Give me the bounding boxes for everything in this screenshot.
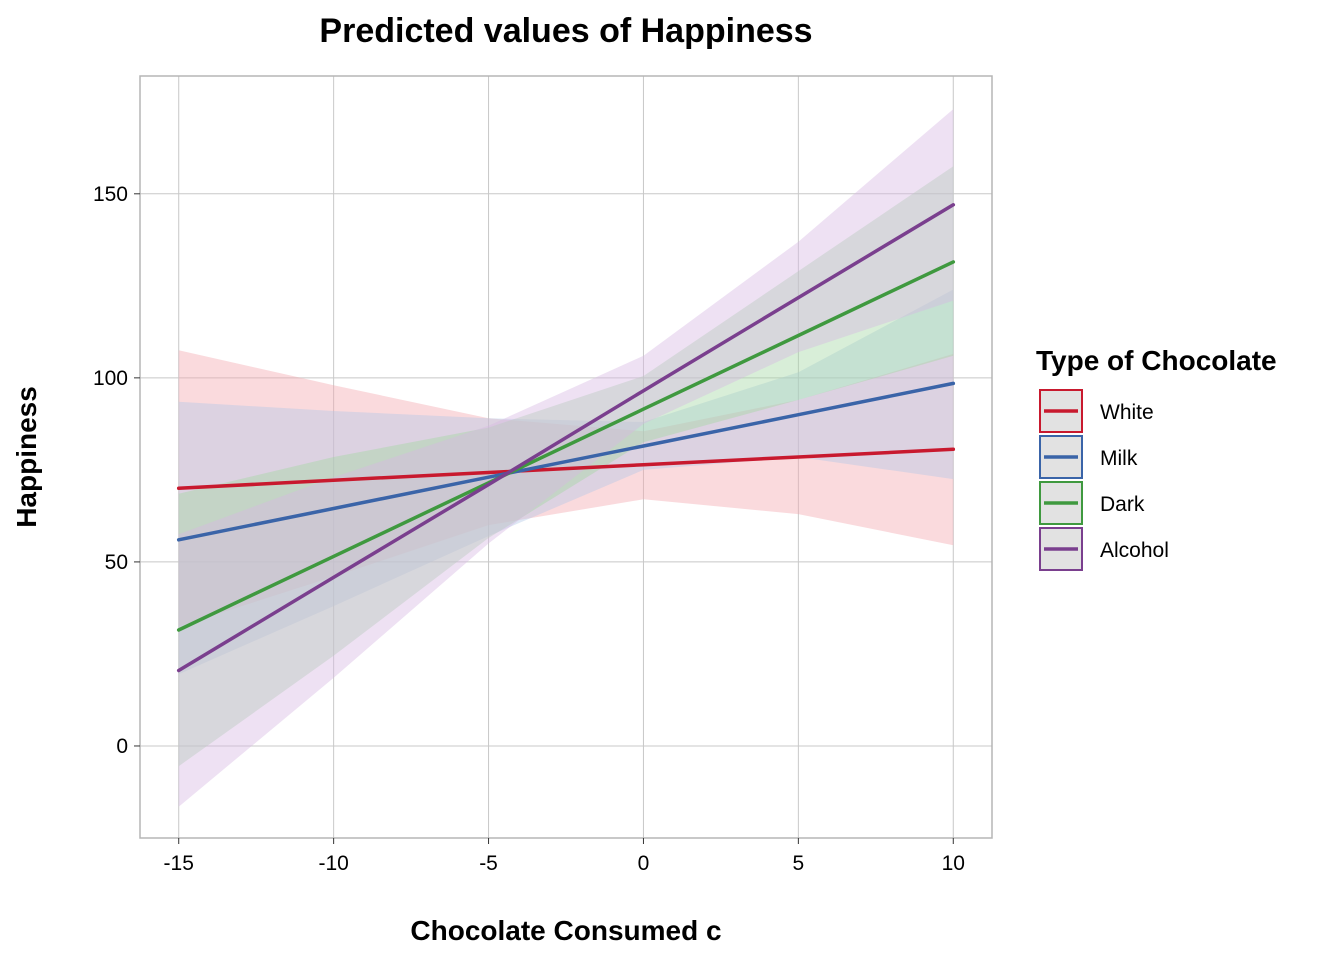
legend-key-dark [1039,481,1083,525]
legend: Type of Chocolate White Milk Dark Alcohol [1036,345,1277,571]
y-tick-label-3: 150 [93,183,128,206]
legend-label-dark: Dark [1100,493,1145,516]
y-tick-label-1: 50 [105,551,128,574]
y-axis-title: Happiness [11,386,42,528]
x-tick-label-2: -5 [479,852,498,875]
legend-key-alcohol [1039,527,1083,571]
x-tick-label-4: 5 [793,852,805,875]
line-white [176,447,956,491]
legend-key-milk [1039,435,1083,479]
x-axis-title: Chocolate Consumed c [410,915,721,946]
y-tick-label-0: 0 [116,735,128,758]
x-axis-ticks: -15 -10 -5 0 5 10 [164,838,965,875]
legend-key-white [1039,389,1083,433]
legend-title: Type of Chocolate [1036,345,1277,376]
ribbon-alcohol [178,109,954,807]
series-lines [176,203,956,673]
chart-title: Predicted values of Happiness [319,12,812,50]
y-tick-label-2: 100 [93,367,128,390]
x-tick-label-3: 0 [638,852,650,875]
legend-label-white: White [1100,401,1154,424]
y-axis-ticks: 0 50 100 150 [93,183,140,758]
ribbon-white [178,350,954,627]
x-tick-label-0: -15 [164,852,194,875]
x-tick-label-5: 10 [942,852,965,875]
ribbon-dark [178,166,954,767]
plot-panel-border [139,75,993,839]
line-milk [176,381,956,542]
x-tick-label-1: -10 [318,852,348,875]
ribbon-milk [178,289,954,675]
line-dark [176,260,956,632]
confidence-bands [178,109,954,807]
legend-label-alcohol: Alcohol [1100,539,1169,562]
legend-label-milk: Milk [1100,447,1138,470]
line-alcohol [176,203,956,673]
